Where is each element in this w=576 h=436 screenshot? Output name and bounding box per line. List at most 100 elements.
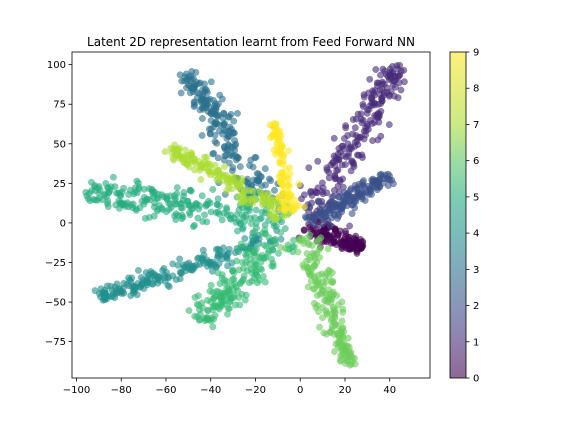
scatter-point-class-7: [300, 239, 307, 247]
scatter-point-class-8: [270, 214, 278, 222]
scatter-point-class-1: [332, 174, 340, 182]
scatter-point-class-6: [251, 228, 259, 236]
scatter-point-class-3: [271, 186, 278, 194]
scatter-point-class-5: [234, 227, 241, 235]
scatter-point-class-4: [177, 269, 185, 277]
scatter-point-class-8: [250, 194, 258, 202]
scatter-point-class-4: [142, 269, 150, 276]
x-tick-label: −20: [245, 385, 266, 396]
scatter-point-class-1: [330, 134, 338, 142]
scatter-point-class-1: [395, 72, 403, 80]
scatter-point-class-5: [281, 225, 289, 233]
scatter-point-class-6: [234, 287, 242, 294]
scatter-point-class-6: [209, 323, 217, 331]
scatter-point-class-6: [204, 296, 211, 304]
scatter-point-class-6: [225, 287, 233, 295]
scatter-point-class-2: [386, 176, 394, 184]
scatter-point-class-6: [193, 313, 201, 320]
scatter-point-class-6: [213, 287, 221, 295]
scatter-point-class-6: [207, 281, 215, 289]
scatter-point-class-5: [180, 192, 188, 200]
scatter-point-class-1: [318, 179, 326, 187]
scatter-point-class-3: [230, 117, 238, 125]
scatter-point-class-4: [146, 275, 153, 283]
scatter-point-class-7: [324, 245, 332, 253]
scatter-point-class-4: [161, 274, 169, 281]
scatter-point-class-3: [190, 103, 198, 110]
scatter-point-class-4: [91, 287, 99, 294]
scatter-point-class-1: [323, 166, 331, 174]
colorbar-tick-label: 0: [473, 374, 479, 385]
scatter-point-class-2: [368, 190, 375, 198]
scatter-point-class-1: [341, 161, 349, 169]
scatter-point-class-1: [385, 121, 393, 129]
y-tick-label: −75: [45, 337, 66, 348]
scatter-point-class-2: [356, 190, 364, 198]
scatter-point-class-3: [226, 151, 234, 159]
scatter-point-class-5: [209, 186, 217, 193]
scatter-point-class-1: [394, 65, 402, 73]
y-tick-label: −25: [45, 258, 66, 269]
scatter-point-class-1: [371, 112, 378, 119]
scatter-point-class-2: [331, 203, 338, 211]
scatter-point-class-6: [242, 259, 250, 266]
scatter-point-class-6: [229, 267, 237, 275]
y-tick-label: 100: [47, 60, 66, 71]
scatter-point-class-3: [198, 115, 206, 122]
scatter-point-class-6: [203, 316, 211, 323]
scatter-point-class-3: [227, 110, 235, 118]
scatter-point-class-3: [202, 104, 210, 111]
scatter-point-class-3: [232, 152, 240, 160]
scatter-point-class-5: [218, 216, 226, 224]
scatter-point-class-4: [165, 283, 173, 290]
scatter-point-class-6: [242, 291, 250, 299]
scatter-point-class-3: [231, 146, 239, 154]
scatter-point-class-7: [319, 304, 327, 311]
scatter-point-class-5: [149, 188, 157, 196]
scatter-point-class-7: [305, 256, 313, 264]
scatter-point-class-9: [270, 122, 277, 130]
scatter-point-class-4: [134, 266, 142, 274]
scatter-point-class-9: [278, 169, 286, 177]
scatter-point-class-7: [327, 329, 334, 336]
scatter-point-class-2: [319, 220, 327, 227]
scatter-point-class-8: [192, 160, 200, 168]
scatter-point-class-8: [170, 156, 178, 164]
scatter-point-class-6: [261, 241, 268, 249]
scatter-point-class-3: [222, 127, 230, 134]
scatter-point-class-2: [348, 210, 356, 218]
scatter-point-class-2: [347, 195, 355, 203]
scatter-point-class-3: [231, 137, 239, 144]
scatter-point-class-5: [186, 202, 193, 210]
scatter-point-class-6: [204, 306, 212, 314]
scatter-points: [82, 61, 408, 369]
scatter-point-class-4: [188, 263, 196, 271]
scatter-point-class-5: [172, 210, 180, 218]
scatter-point-class-5: [102, 179, 110, 187]
scatter-point-class-8: [256, 188, 264, 195]
scatter-point-class-5: [132, 205, 140, 213]
scatter-point-class-7: [306, 267, 314, 274]
scatter-point-class-1: [373, 82, 381, 90]
scatter-point-class-1: [347, 143, 354, 151]
scatter-point-class-2: [324, 203, 332, 211]
scatter-point-class-9: [279, 187, 287, 195]
scatter-point-class-5: [86, 197, 94, 205]
scatter-point-class-7: [337, 342, 344, 350]
scatter-point-class-2: [317, 207, 325, 215]
scatter-point-class-0: [345, 233, 352, 241]
scatter-point-class-6: [247, 255, 254, 263]
colorbar-tick-label: 8: [473, 84, 479, 95]
scatter-point-class-2: [318, 213, 326, 221]
scatter-point-class-6: [235, 246, 243, 254]
scatter-point-class-5: [112, 201, 120, 209]
scatter-point-class-9: [288, 203, 296, 211]
scatter-point-class-3: [210, 149, 218, 157]
scatter-point-class-4: [137, 274, 145, 281]
scatter-point-class-1: [325, 174, 333, 182]
colorbar-frame: [449, 51, 467, 379]
colorbar: [450, 52, 466, 378]
scatter-point-class-6: [268, 262, 276, 270]
scatter-point-class-6: [236, 301, 244, 309]
scatter-point-class-4: [134, 280, 142, 287]
